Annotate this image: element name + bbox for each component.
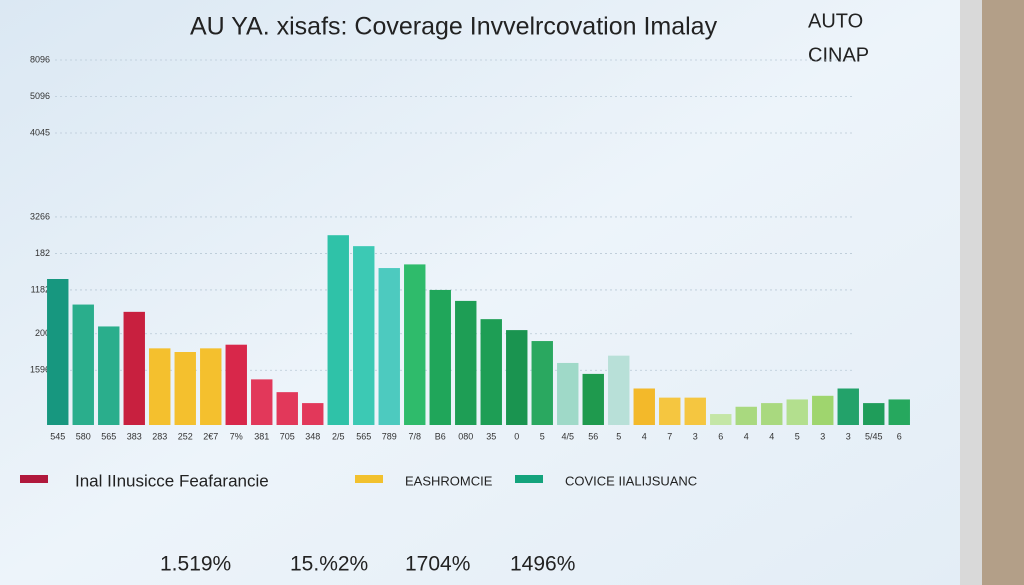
y-tick-label: 5096 [30, 91, 50, 101]
x-tick-label: 0 [514, 431, 519, 441]
bar [47, 279, 69, 425]
stat-value: 15.%2% [290, 553, 368, 576]
y-tick-label: 182 [35, 248, 50, 258]
x-tick-label: 381 [254, 431, 269, 441]
bar [149, 348, 171, 425]
x-tick-label: 252 [178, 431, 193, 441]
y-tick-label: 1182 [31, 284, 50, 294]
bar [761, 403, 783, 425]
bar [557, 362, 579, 425]
x-tick-label: 35 [486, 431, 496, 441]
monitor-bezel [960, 0, 982, 585]
x-tick-label: 4 [769, 431, 774, 441]
x-tick-label: 7 [667, 431, 672, 441]
bar [353, 246, 375, 425]
bar [480, 319, 502, 425]
x-tick-label: 5/45 [865, 431, 883, 441]
stat-value: 1704% [405, 553, 470, 576]
x-tick-label: 3 [820, 431, 825, 441]
chart-title: AU YA. xisafs: Coverage Invvelrcovation … [190, 13, 718, 41]
x-tick-label: 7% [230, 431, 243, 441]
bar [506, 330, 528, 425]
bar [684, 397, 706, 425]
bar [608, 355, 630, 425]
bar [633, 388, 655, 425]
x-tick-label: 348 [305, 431, 320, 441]
stat-value: 1.519% [160, 553, 231, 576]
x-tick-label: 2/5 [332, 431, 345, 441]
bar [455, 300, 477, 425]
x-tick-label: 565 [356, 431, 371, 441]
x-tick-label: 6 [718, 431, 723, 441]
y-tick-label: 8096 [30, 54, 50, 64]
x-tick-label: 56 [588, 431, 598, 441]
legend-label: Inal IInusicce Feafarancie [75, 471, 269, 490]
x-tick-label: 3 [693, 431, 698, 441]
stat-value: 1496% [510, 553, 575, 576]
x-tick-label: 6 [897, 431, 902, 441]
x-tick-label: 565 [101, 431, 116, 441]
bar [786, 399, 808, 425]
bar [98, 326, 120, 425]
corner-label: AUTO [808, 10, 863, 32]
bar [837, 388, 859, 425]
x-tick-label: 5 [540, 431, 545, 441]
bar [251, 379, 273, 425]
y-tick-label: 1596 [30, 365, 50, 375]
bar [276, 392, 298, 425]
x-tick-label: 283 [152, 431, 167, 441]
x-tick-label: 4 [744, 431, 749, 441]
y-tick-label: 200 [35, 328, 50, 338]
x-tick-label: 5 [616, 431, 621, 441]
bar [225, 344, 247, 425]
x-tick-label: 2€7 [203, 431, 218, 441]
bar [812, 395, 834, 425]
bar [404, 264, 426, 425]
bar [72, 304, 94, 425]
bar [429, 289, 451, 425]
bar [123, 311, 145, 425]
x-tick-label: 705 [280, 431, 295, 441]
bar [531, 341, 553, 425]
bar [174, 352, 196, 425]
background-wall [982, 0, 1024, 585]
x-tick-label: 545 [50, 431, 65, 441]
x-tick-label: B6 [435, 431, 446, 441]
bar [659, 397, 681, 425]
bar [735, 406, 757, 425]
bar [302, 403, 324, 425]
bar [200, 348, 222, 425]
x-tick-label: 580 [76, 431, 91, 441]
bar [327, 235, 349, 425]
legend-swatch [355, 475, 383, 483]
x-tick-label: 7/8 [408, 431, 421, 441]
x-tick-label: 080 [458, 431, 473, 441]
x-tick-label: 3 [846, 431, 851, 441]
bar [888, 399, 910, 425]
legend-swatch [515, 475, 543, 483]
legend-label: EASHROMCIE [405, 473, 493, 488]
legend-label: COVICE IIALIJSUANC [565, 473, 697, 488]
x-tick-label: 4 [642, 431, 647, 441]
x-tick-label: 789 [382, 431, 397, 441]
legend-swatch [20, 475, 48, 483]
x-tick-label: 5 [795, 431, 800, 441]
y-tick-label: 3266 [30, 211, 50, 221]
bar [582, 373, 604, 425]
corner-label: CINAP [808, 44, 869, 66]
y-tick-label: 4045 [30, 127, 50, 137]
monitor-screen [0, 0, 960, 585]
bar [378, 268, 400, 425]
x-tick-label: 4/5 [561, 431, 574, 441]
bar [710, 414, 732, 425]
x-tick-label: 383 [127, 431, 142, 441]
bar [863, 403, 885, 425]
